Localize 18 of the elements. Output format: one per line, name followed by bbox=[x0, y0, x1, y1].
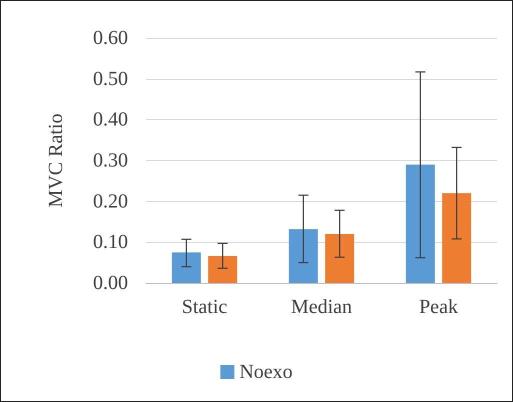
y-tick-label: 0.30 bbox=[93, 150, 128, 172]
bar bbox=[325, 234, 354, 283]
bar bbox=[406, 164, 435, 283]
y-tick-label: 0.40 bbox=[93, 108, 128, 131]
legend-label: Noexo bbox=[239, 361, 293, 383]
y-tick-label: 0.10 bbox=[93, 231, 128, 254]
y-tick-label: 0.60 bbox=[93, 27, 128, 49]
y-axis-title: MVC Ratio bbox=[45, 114, 67, 208]
y-tick-label: 0.00 bbox=[93, 272, 128, 294]
x-tick-label: Peak bbox=[419, 296, 458, 318]
x-tick-label: Median bbox=[290, 296, 352, 318]
bar bbox=[288, 229, 318, 283]
bar bbox=[172, 252, 201, 283]
y-tick-label: 0.50 bbox=[93, 68, 128, 90]
bar bbox=[442, 193, 472, 283]
bar bbox=[208, 256, 238, 283]
y-tick-label: 0.20 bbox=[93, 190, 128, 212]
x-tick-label: Static bbox=[182, 296, 228, 318]
